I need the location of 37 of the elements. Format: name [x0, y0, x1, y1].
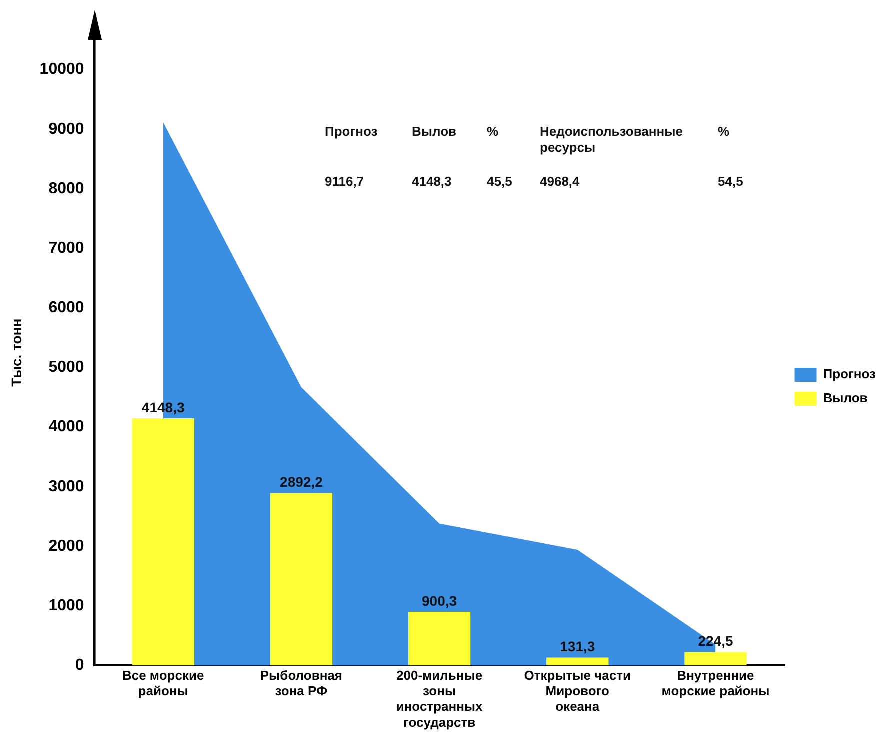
annotation: 9116,7 — [325, 174, 364, 190]
y-tick-label: 10000 — [40, 61, 84, 78]
x-tick-label: Внутренние морские районы — [662, 668, 770, 699]
annotation: 54,5 — [718, 174, 744, 190]
y-tick-label: 5000 — [48, 359, 84, 376]
legend-label: Прогноз — [823, 366, 877, 382]
x-tick-label: 200-мильные зоны иностранных государств — [396, 668, 484, 730]
y-tick-label: 8000 — [48, 180, 84, 198]
annotation: % — [718, 124, 730, 140]
x-tick-label: Все морские районы — [122, 668, 204, 699]
data-label: 2892,2 — [280, 474, 324, 490]
data-label: 131,3 — [560, 638, 596, 655]
annotation: 4148,3 — [412, 174, 452, 190]
y-tick-label: 0 — [75, 657, 84, 674]
annotation: 4968,4 — [540, 174, 581, 190]
y-tick-label: 6000 — [48, 300, 84, 317]
bar — [684, 652, 747, 666]
bar — [546, 658, 609, 666]
bar — [132, 418, 194, 666]
y-tick-label: 1000 — [48, 597, 84, 614]
annotation: % — [487, 124, 499, 140]
bar — [270, 493, 333, 666]
annotation: Прогноз — [325, 124, 378, 140]
y-tick-label: 4000 — [48, 418, 84, 436]
annotation: Недоиспользованные ресурсы — [540, 124, 683, 156]
annotation: Вылов — [412, 124, 457, 140]
data-label: 900,3 — [422, 592, 458, 609]
bar — [408, 612, 471, 666]
y-tick-label: 2000 — [48, 538, 84, 555]
x-tick-label: Открытые части Мирового океана — [524, 668, 631, 714]
annotation: 45,5 — [487, 174, 512, 190]
y-tick-label: 7000 — [48, 240, 84, 257]
y-tick-label: 3000 — [48, 478, 84, 496]
y-axis-title: Тыс. тонн — [8, 318, 24, 387]
x-tick-label: Рыболовная зона РФ — [260, 668, 342, 699]
y-tick-label: 9000 — [48, 120, 84, 138]
legend-label: Вылов — [823, 390, 868, 406]
